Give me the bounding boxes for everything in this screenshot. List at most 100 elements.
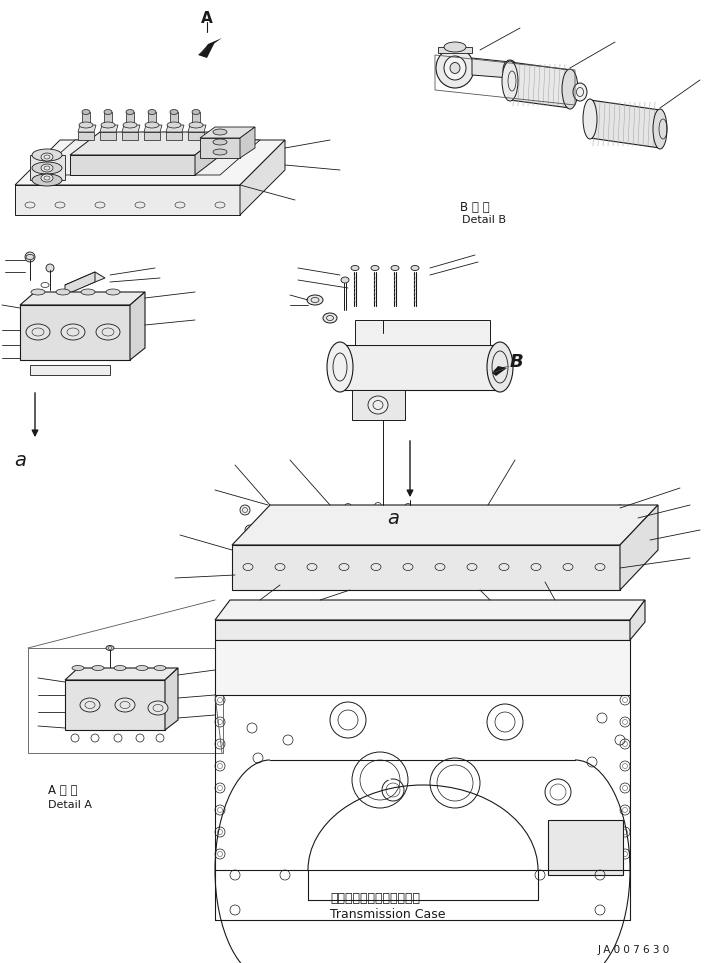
Polygon shape [340, 345, 500, 390]
Ellipse shape [653, 109, 667, 149]
Polygon shape [472, 58, 510, 78]
Polygon shape [240, 127, 255, 158]
Ellipse shape [327, 342, 353, 392]
Circle shape [245, 525, 255, 535]
Circle shape [336, 626, 344, 634]
Polygon shape [492, 368, 507, 376]
Ellipse shape [31, 289, 45, 295]
Circle shape [18, 188, 26, 196]
Circle shape [588, 626, 596, 634]
Ellipse shape [583, 99, 597, 139]
Ellipse shape [56, 289, 70, 295]
Circle shape [476, 626, 484, 634]
Ellipse shape [126, 110, 134, 115]
Polygon shape [122, 132, 138, 140]
Circle shape [616, 626, 624, 634]
Circle shape [359, 329, 365, 335]
Circle shape [615, 505, 625, 515]
Circle shape [364, 626, 372, 634]
Ellipse shape [213, 139, 227, 145]
Bar [548, 820, 623, 875]
Ellipse shape [213, 129, 227, 135]
Polygon shape [65, 272, 95, 295]
Circle shape [308, 626, 316, 634]
Ellipse shape [391, 266, 399, 271]
Polygon shape [195, 132, 225, 175]
Ellipse shape [79, 122, 93, 128]
Ellipse shape [115, 698, 135, 712]
Polygon shape [15, 140, 285, 185]
Ellipse shape [502, 61, 518, 101]
Ellipse shape [351, 266, 359, 271]
Circle shape [471, 329, 477, 335]
Circle shape [387, 329, 393, 335]
Polygon shape [215, 600, 645, 620]
Polygon shape [240, 140, 285, 215]
Polygon shape [65, 680, 165, 730]
Circle shape [398, 508, 402, 512]
Ellipse shape [123, 122, 137, 128]
Ellipse shape [101, 122, 115, 128]
Circle shape [532, 626, 540, 634]
Text: A 詳 細: A 詳 細 [48, 784, 78, 796]
Polygon shape [493, 366, 510, 371]
Ellipse shape [136, 665, 148, 670]
Text: トランスミッションケース: トランスミッションケース [330, 892, 420, 904]
Ellipse shape [154, 665, 166, 670]
Polygon shape [166, 132, 182, 140]
Polygon shape [70, 132, 225, 155]
Ellipse shape [41, 164, 53, 172]
Text: J A 0 0 7 6 3 0: J A 0 0 7 6 3 0 [598, 945, 670, 955]
Polygon shape [510, 62, 570, 108]
Ellipse shape [371, 266, 379, 271]
Circle shape [415, 329, 421, 335]
Circle shape [443, 329, 449, 335]
Ellipse shape [32, 174, 62, 186]
Ellipse shape [148, 110, 156, 115]
Ellipse shape [573, 83, 587, 101]
Polygon shape [352, 390, 405, 420]
Circle shape [420, 626, 428, 634]
Ellipse shape [80, 698, 100, 712]
Ellipse shape [368, 396, 388, 414]
Circle shape [412, 506, 417, 510]
Ellipse shape [26, 324, 50, 340]
Circle shape [252, 626, 260, 634]
Ellipse shape [436, 48, 474, 88]
Polygon shape [65, 272, 105, 290]
Text: a: a [387, 508, 399, 528]
Ellipse shape [562, 69, 578, 109]
Polygon shape [78, 132, 94, 140]
Circle shape [25, 252, 35, 262]
Text: Transmission Case: Transmission Case [330, 907, 446, 921]
Circle shape [429, 329, 435, 335]
Circle shape [412, 514, 417, 519]
Polygon shape [590, 100, 660, 148]
Text: Detail A: Detail A [48, 800, 92, 810]
Ellipse shape [104, 110, 112, 115]
Ellipse shape [145, 122, 159, 128]
Polygon shape [200, 138, 240, 158]
Circle shape [504, 626, 512, 634]
Polygon shape [198, 42, 215, 58]
Text: a: a [14, 451, 26, 470]
Ellipse shape [411, 266, 419, 271]
Circle shape [392, 626, 400, 634]
Ellipse shape [114, 665, 126, 670]
Polygon shape [20, 305, 130, 360]
Polygon shape [100, 125, 118, 132]
Ellipse shape [444, 56, 466, 80]
Polygon shape [215, 620, 630, 640]
Ellipse shape [96, 324, 120, 340]
Circle shape [605, 525, 615, 535]
Ellipse shape [450, 63, 460, 73]
Text: A: A [201, 11, 213, 25]
Circle shape [18, 206, 26, 214]
Circle shape [280, 626, 288, 634]
Ellipse shape [81, 289, 95, 295]
Circle shape [276, 146, 284, 154]
Polygon shape [35, 140, 260, 175]
Ellipse shape [192, 110, 200, 115]
Ellipse shape [307, 295, 323, 305]
Ellipse shape [487, 342, 513, 392]
